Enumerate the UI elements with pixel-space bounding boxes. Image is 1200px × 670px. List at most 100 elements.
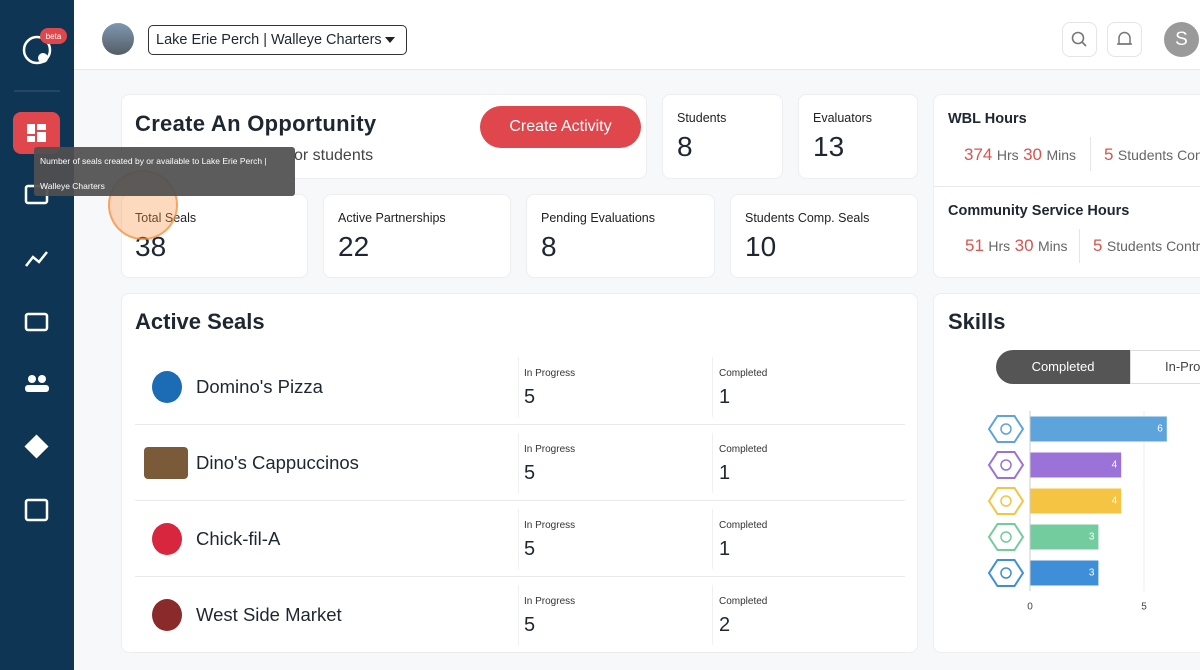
completed-label: Completed bbox=[719, 444, 768, 455]
tab-in-progress[interactable]: In-Prog bbox=[1130, 350, 1200, 384]
active-seals-card: Active Seals Domino's Pizza In Progress 5 C… bbox=[121, 293, 918, 653]
community-time: 51 Hrs 30 Mins bbox=[965, 236, 1068, 256]
in-progress-value: 5 bbox=[524, 462, 536, 484]
mins-label: Mins bbox=[1046, 147, 1076, 163]
tooltip: Number of seals created by or available … bbox=[34, 147, 295, 196]
wbl-hours: 374 bbox=[964, 145, 993, 164]
bar-label: 3 bbox=[1089, 532, 1095, 543]
bar-label: 4 bbox=[1112, 460, 1118, 471]
skills-title: Skills bbox=[948, 309, 1006, 334]
row-divider bbox=[135, 500, 905, 501]
in-progress-value: 5 bbox=[524, 386, 536, 408]
bar-label: 3 bbox=[1089, 568, 1095, 579]
stat-value: 13 bbox=[813, 131, 845, 162]
stat-value: 8 bbox=[541, 231, 557, 262]
stat-label: Students Comp. Seals bbox=[745, 211, 870, 225]
stat-label: Students bbox=[677, 111, 727, 125]
completed-value: 1 bbox=[719, 538, 731, 560]
nav-people[interactable] bbox=[25, 375, 49, 392]
seal-logo bbox=[152, 371, 182, 403]
completed-label: Completed bbox=[719, 596, 768, 607]
stat-card: Pending Evaluations 8 bbox=[526, 194, 715, 278]
bell-icon bbox=[1117, 31, 1132, 45]
column-divider bbox=[518, 433, 519, 493]
mins-label: Mins bbox=[1037, 238, 1068, 254]
stat-card: Evaluators 13 bbox=[798, 94, 918, 179]
stat-value: 22 bbox=[338, 231, 370, 262]
nav-opportunities[interactable] bbox=[24, 312, 49, 332]
column-divider bbox=[712, 433, 713, 493]
wbl-students: 5 Students Con bbox=[1104, 145, 1200, 165]
user-avatar[interactable]: S bbox=[1164, 22, 1199, 57]
create-activity-button[interactable]: Create Activity bbox=[480, 106, 641, 148]
column-divider bbox=[712, 585, 713, 645]
skill-icon bbox=[987, 451, 1025, 479]
stat-value: 10 bbox=[745, 231, 777, 262]
hrs-label: Hrs bbox=[988, 238, 1011, 254]
sidebar-icons: beta bbox=[13, 28, 67, 522]
org-avatar bbox=[102, 23, 134, 55]
bar-label: 4 bbox=[1112, 496, 1118, 507]
in-progress-label: In Progress bbox=[524, 368, 576, 379]
org-select[interactable]: Lake Erie Perch | Walleye Charters bbox=[148, 25, 407, 55]
logo-badge bbox=[38, 53, 48, 63]
community-students-count: 5 bbox=[1093, 236, 1103, 255]
skill-icon-glyph bbox=[1000, 567, 1012, 579]
row-divider bbox=[135, 652, 905, 653]
hours-card: WBL Hours 374 Hrs 30 Mins 5 Students Con… bbox=[933, 94, 1200, 278]
community-students: 5 Students Contr bbox=[1093, 236, 1200, 256]
bar bbox=[1030, 488, 1122, 514]
beta-pill bbox=[40, 28, 67, 44]
nav-seals[interactable] bbox=[24, 434, 49, 459]
seal-logo bbox=[152, 599, 182, 631]
wbl-students-count: 5 bbox=[1104, 145, 1114, 164]
skill-icon bbox=[987, 415, 1025, 443]
column-divider bbox=[518, 357, 519, 417]
x-tick-label: 5 bbox=[1141, 602, 1147, 613]
nav-tasks[interactable] bbox=[24, 498, 49, 522]
skill-icon bbox=[987, 523, 1025, 551]
nav-dashboard[interactable] bbox=[13, 112, 60, 154]
opportunity-subtitle: or students bbox=[294, 147, 374, 164]
column-divider bbox=[518, 509, 519, 569]
skill-icon-glyph bbox=[1000, 495, 1012, 507]
community-title: Community Service Hours bbox=[948, 203, 1130, 219]
tab-completed[interactable]: Completed bbox=[996, 350, 1130, 384]
completed-value: 1 bbox=[719, 386, 731, 408]
skill-icon-glyph bbox=[1000, 531, 1012, 543]
skill-icon bbox=[987, 487, 1025, 515]
column-divider bbox=[712, 509, 713, 569]
seal-name: Chick-fil-A bbox=[196, 528, 281, 549]
search-button[interactable] bbox=[1062, 22, 1097, 57]
completed-label: Completed bbox=[719, 368, 768, 379]
in-progress-label: In Progress bbox=[524, 596, 576, 607]
wbl-title: WBL Hours bbox=[948, 111, 1027, 127]
logo[interactable] bbox=[22, 35, 52, 65]
bar-label: 6 bbox=[1157, 424, 1163, 435]
opportunity-title: Create An Opportunity bbox=[135, 111, 377, 136]
stat-card: Students Comp. Seals 10 bbox=[730, 194, 918, 278]
stat-value: 8 bbox=[677, 131, 693, 162]
wbl-time: 374 Hrs 30 Mins bbox=[964, 145, 1076, 165]
active-seals-title: Active Seals bbox=[135, 309, 265, 334]
bar bbox=[1030, 416, 1167, 442]
completed-label: Completed bbox=[719, 520, 768, 531]
stat-card: Active Partnerships 22 bbox=[323, 194, 511, 278]
stat-label: Active Partnerships bbox=[338, 211, 446, 225]
skills-chart: 0 5 6 4 4 3 3 bbox=[987, 411, 1167, 613]
notifications-button[interactable] bbox=[1107, 22, 1142, 57]
column-divider bbox=[518, 585, 519, 645]
skills-card: Skills Completed In-Prog 0 5 6 4 4 3 3 bbox=[933, 293, 1200, 653]
stat-label: Pending Evaluations bbox=[541, 211, 655, 225]
students-label: Students Contr bbox=[1106, 238, 1200, 254]
seal-logo bbox=[152, 523, 182, 555]
row-divider bbox=[135, 424, 905, 425]
sidebar: beta bbox=[0, 0, 74, 670]
nav-analytics[interactable] bbox=[25, 251, 48, 267]
search-icon bbox=[1071, 31, 1087, 47]
seal-name: West Side Market bbox=[196, 604, 342, 625]
seal-name: Dino's Cappuccinos bbox=[196, 452, 359, 473]
column-divider bbox=[712, 357, 713, 417]
divider bbox=[1090, 137, 1091, 171]
divider bbox=[1079, 229, 1080, 263]
